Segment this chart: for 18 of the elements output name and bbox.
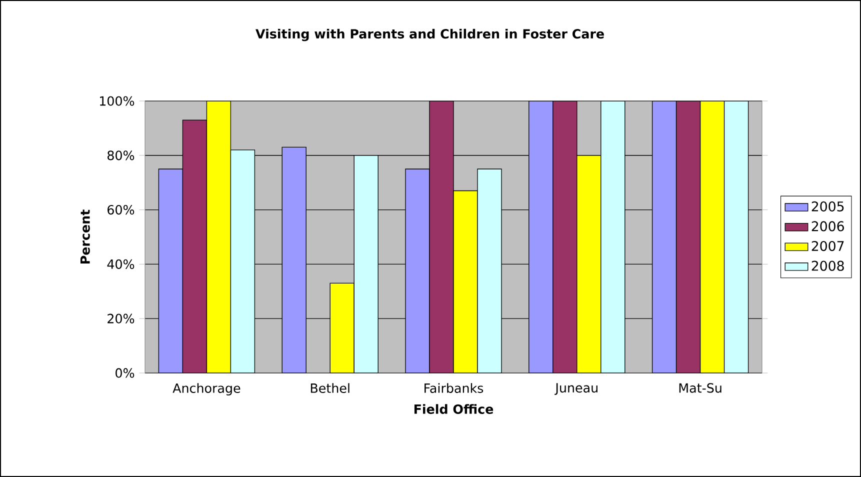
legend-label: 2005 <box>812 201 844 212</box>
x-tick-label: Fairbanks <box>424 383 484 393</box>
x-tick-label: Juneau <box>554 383 598 395</box>
y-tick-label: 40% <box>107 259 134 269</box>
y-tick-label: 60% <box>108 204 134 215</box>
y-tick-label: 80% <box>108 150 134 160</box>
x-tick-label: Mat-Su <box>679 383 722 393</box>
chart-title: Visiting with Parents and Children in Foster Care <box>256 28 604 42</box>
x-axis-title: Field Office <box>414 404 494 414</box>
legend-label: 2007 <box>812 240 844 252</box>
y-axis-title: Percent <box>80 210 90 264</box>
x-tick-label: Bethel <box>310 383 350 393</box>
y-tick-label: 100% <box>100 96 134 106</box>
y-tick-label: 20% <box>108 314 134 324</box>
x-tick-label: Anchorage <box>172 383 240 396</box>
y-tick-label: 0% <box>116 368 134 378</box>
legend-label: 2006 <box>812 221 844 232</box>
legend-label: 2008 <box>812 260 844 271</box>
